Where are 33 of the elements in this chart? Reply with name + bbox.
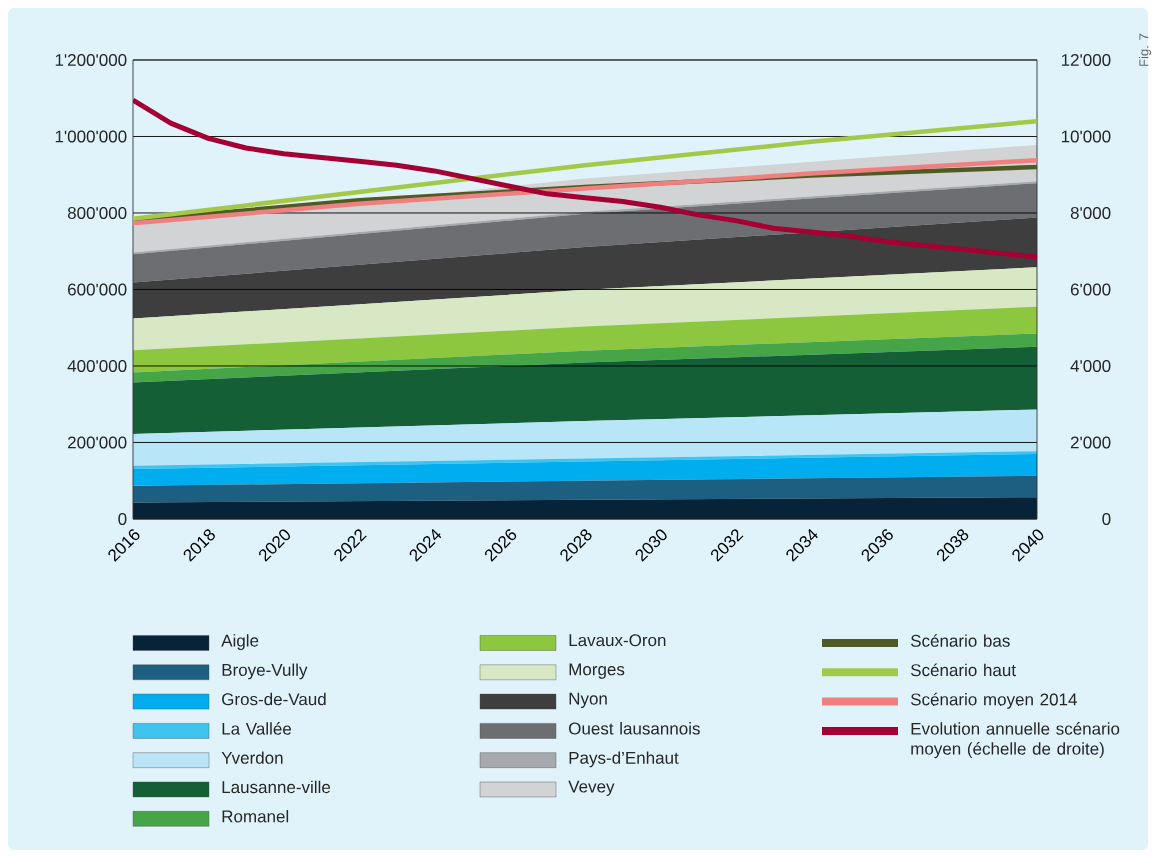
y-tick-label: 400'000	[67, 359, 127, 373]
legend-label: Ouest lausannois	[569, 722, 700, 735]
y2-tick-label: 6'000	[1070, 283, 1111, 296]
y2-tick-label: 8'000	[1070, 206, 1111, 220]
legend-label: Gros-de-Vaud	[222, 692, 326, 706]
y2-tick-label: 12'000	[1061, 53, 1111, 67]
legend-label: Yverdon	[221, 751, 283, 764]
y-tick-label: 0	[118, 512, 127, 526]
legend-label: Romanel	[222, 809, 289, 823]
legend-label: Pays-d’Enhaut	[569, 751, 679, 768]
legend-label: Scénario bas	[910, 634, 1010, 647]
legend-label: Lausanne-ville	[222, 780, 331, 794]
legend-label: Nyon	[569, 692, 607, 709]
legend-label: Aigle	[221, 634, 259, 651]
y2-tick-label: 2'000	[1070, 436, 1111, 449]
line-series	[133, 118, 1037, 221]
legend-label: Scénario haut	[910, 663, 1016, 677]
y2-tick-label: 4'000	[1070, 359, 1111, 373]
y2-tick-label: 0	[1102, 512, 1111, 526]
y-tick-label: 800'000	[67, 206, 127, 220]
legend-label: Lavaux-Oron	[569, 634, 666, 647]
legend-label: Morges	[569, 663, 625, 679]
caption: Fig. 7	[1138, 33, 1152, 66]
legend-label: Scénario moyen 2014	[910, 692, 1077, 709]
legend-label: Broye-Vully	[222, 663, 308, 680]
y2-tick-label: 10'000	[1061, 130, 1111, 143]
legend-label: La Vallée	[222, 722, 292, 735]
y-tick-label: 1'000'000	[55, 130, 127, 143]
legend-label: Evolution annuelle scénario moyen (échelle de droite)	[911, 722, 1120, 759]
legend-label: Vevey	[568, 780, 615, 796]
y-tick-label: 600'000	[68, 283, 127, 296]
y-tick-label: 200'000	[68, 436, 127, 449]
y-tick-label: 1'200'000	[55, 53, 127, 67]
